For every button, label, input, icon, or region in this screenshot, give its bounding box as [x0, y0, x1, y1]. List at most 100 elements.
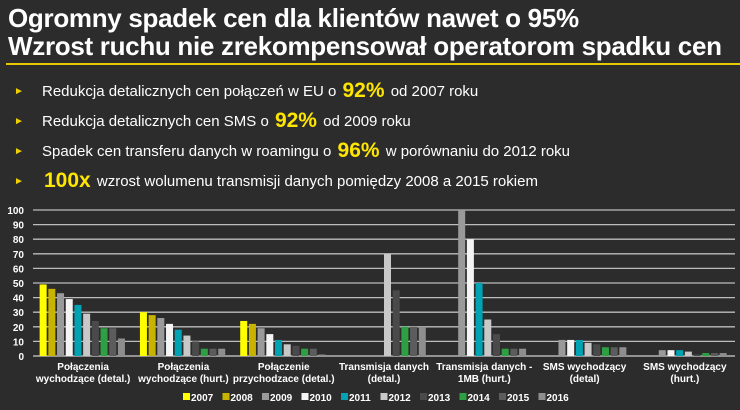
bar-2015 [510, 348, 518, 356]
bullet-text: w porównaniu do 2012 roku [385, 142, 571, 160]
legend-swatch-2012 [380, 393, 388, 400]
y-tick-label: 40 [13, 294, 25, 305]
bullet-highlight: 92% [342, 79, 385, 102]
x-tick-label: SMS wychodzący [543, 362, 627, 373]
bar-2010 [65, 299, 73, 356]
bar-2008 [148, 315, 156, 356]
bullet-text: Redukcja detalicznych cen połączeń w EU … [42, 82, 337, 100]
legend-swatch-2015 [499, 393, 506, 400]
bar-2008 [48, 288, 56, 356]
bar-2011 [676, 350, 684, 356]
bar-2015 [209, 348, 217, 356]
bullet-highlight: 96% [337, 139, 380, 162]
x-tick-label: wychodzące (detal.) [35, 374, 130, 385]
bar-2013 [392, 290, 400, 356]
bar-2015 [309, 348, 317, 356]
x-tick-label: SMS wychodzący [643, 362, 727, 373]
y-tick-label: 30 [13, 308, 25, 319]
y-tick-label: 90 [13, 221, 25, 232]
bar-2012 [283, 344, 291, 356]
bar-2012 [684, 351, 692, 356]
y-tick-label: 50 [13, 279, 25, 290]
bullet-text: Spadek cen transferu danych w roamingu o [42, 142, 332, 160]
legend-label: 2013 [428, 393, 451, 404]
legend-label: 2010 [310, 393, 333, 404]
bar-2013 [693, 354, 701, 356]
bar-2012 [384, 253, 391, 356]
bar-2013 [192, 341, 200, 356]
x-tick-label: Transmisja danych - [436, 362, 532, 373]
x-tick-label: Połączenia [57, 362, 109, 373]
x-tick-label: Połączenia [158, 362, 210, 373]
legend-label: 2007 [191, 393, 214, 404]
bar-2011 [575, 339, 583, 356]
title-divider [6, 63, 740, 65]
legend-label: 2016 [547, 393, 570, 404]
bar-2014 [200, 348, 208, 356]
bar-2010 [667, 350, 675, 356]
bullet-arrow-icon: ► [14, 115, 24, 127]
x-tick-label: Połączenie [258, 362, 310, 373]
bullet-text: Redukcja detalicznych cen SMS o [42, 112, 269, 130]
bar-2013 [292, 345, 300, 356]
bar-2012 [584, 342, 592, 356]
bullet-highlight: 92% [274, 109, 317, 132]
title-line-1: Ogromny spadek cen dla klientów nawet o … [8, 3, 579, 33]
legend-swatch-2007 [183, 393, 190, 400]
bullet-item: ► Redukcja detalicznych cen połączeń w EU… [14, 76, 570, 106]
y-tick-label: 60 [13, 264, 25, 275]
legend-swatch-2014 [459, 393, 467, 400]
bar-2011 [275, 339, 283, 356]
bar-2009 [558, 339, 566, 356]
bar-2010 [466, 239, 474, 356]
bar-2012 [183, 335, 191, 356]
legend-label: 2009 [270, 393, 293, 404]
bar-2007 [39, 284, 47, 356]
bar-2009 [658, 350, 666, 356]
slide-title: Ogromny spadek cen dla klientów nawet o … [8, 4, 722, 60]
x-tick-label: (detal) [570, 374, 600, 385]
bar-2010 [166, 323, 174, 356]
legend-label: 2008 [231, 393, 254, 404]
bullet-arrow-icon: ► [14, 145, 24, 157]
bullet-highlight: 100x [44, 169, 91, 192]
bar-2007 [240, 320, 248, 356]
bar-2015 [410, 326, 418, 356]
bar-2013 [492, 334, 500, 356]
x-tick-label: przychodzace (detal.) [233, 374, 335, 385]
legend-swatch-2011 [341, 393, 348, 400]
bar-2016 [418, 326, 426, 356]
title-line-2: Wzrost ruchu nie zrekompensował operator… [8, 31, 722, 61]
bar-2015 [610, 347, 618, 356]
bar-2009 [157, 318, 165, 356]
bar-2010 [567, 339, 575, 356]
bar-2014 [501, 348, 509, 356]
x-tick-label: wychodzące (hurt.) [137, 374, 229, 385]
legend-label: 2014 [468, 393, 491, 404]
bullet-arrow-icon: ► [14, 85, 24, 97]
bar-2014 [100, 328, 108, 356]
y-tick-label: 70 [13, 250, 25, 261]
bar-2007 [139, 312, 147, 356]
bar-2011 [174, 329, 182, 356]
bar-2009 [57, 293, 65, 356]
legend-swatch-2016 [538, 393, 546, 400]
bar-2009 [257, 328, 265, 356]
bar-2016 [318, 354, 326, 356]
bar-2010 [266, 334, 274, 356]
bullet-arrow-icon: ► [14, 175, 24, 187]
bar-2016 [218, 348, 226, 356]
y-tick-label: 80 [13, 235, 25, 246]
y-tick-label: 0 [18, 352, 24, 363]
legend-swatch-2010 [301, 393, 309, 400]
bar-2014 [401, 326, 409, 356]
legend-label: 2012 [389, 393, 412, 404]
bar-2013 [91, 320, 99, 356]
bullet-text: od 2009 roku [323, 112, 411, 130]
bar-2011 [475, 283, 483, 356]
legend-swatch-2008 [222, 393, 230, 400]
x-tick-label: 1MB (hurt.) [458, 374, 511, 385]
legend-swatch-2013 [420, 393, 427, 400]
x-tick-label: (hurt.) [670, 374, 699, 385]
y-tick-label: 20 [13, 323, 25, 334]
